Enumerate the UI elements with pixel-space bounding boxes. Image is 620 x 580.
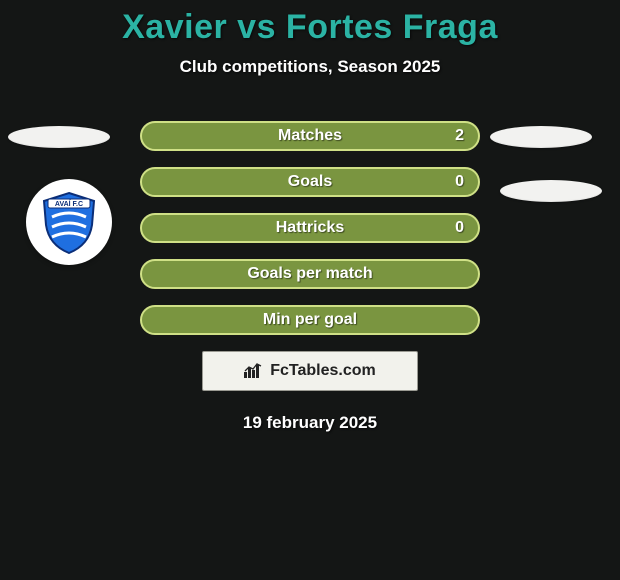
- side-ellipse: [8, 126, 110, 148]
- page-title: Xavier vs Fortes Fraga: [0, 0, 620, 47]
- fctables-label: FcTables.com: [270, 362, 376, 380]
- stat-value-right: 2: [455, 127, 464, 145]
- stat-label: Hattricks: [142, 219, 478, 237]
- stat-label: Matches: [142, 127, 478, 145]
- stat-row-min-per-goal: Min per goal: [140, 305, 480, 335]
- side-ellipse: [490, 126, 592, 148]
- svg-text:AVAÍ F.C: AVAÍ F.C: [55, 199, 83, 208]
- subtitle: Club competitions, Season 2025: [0, 57, 620, 77]
- club-badge-avai: AVAÍ F.C: [26, 179, 112, 265]
- stat-label: Goals: [142, 173, 478, 191]
- stat-label: Min per goal: [142, 311, 478, 329]
- fctables-watermark: FcTables.com: [202, 351, 418, 391]
- stat-value-right: 0: [455, 173, 464, 191]
- bar-chart-icon: [244, 362, 264, 380]
- stat-value-right: 0: [455, 219, 464, 237]
- stat-row-matches: Matches2: [140, 121, 480, 151]
- stat-label: Goals per match: [142, 265, 478, 283]
- date-label: 19 february 2025: [0, 413, 620, 433]
- side-ellipse: [500, 180, 602, 202]
- stat-row-goals-per-match: Goals per match: [140, 259, 480, 289]
- stat-row-goals: Goals0: [140, 167, 480, 197]
- club-crest-icon: AVAÍ F.C: [34, 187, 104, 257]
- stat-row-hattricks: Hattricks0: [140, 213, 480, 243]
